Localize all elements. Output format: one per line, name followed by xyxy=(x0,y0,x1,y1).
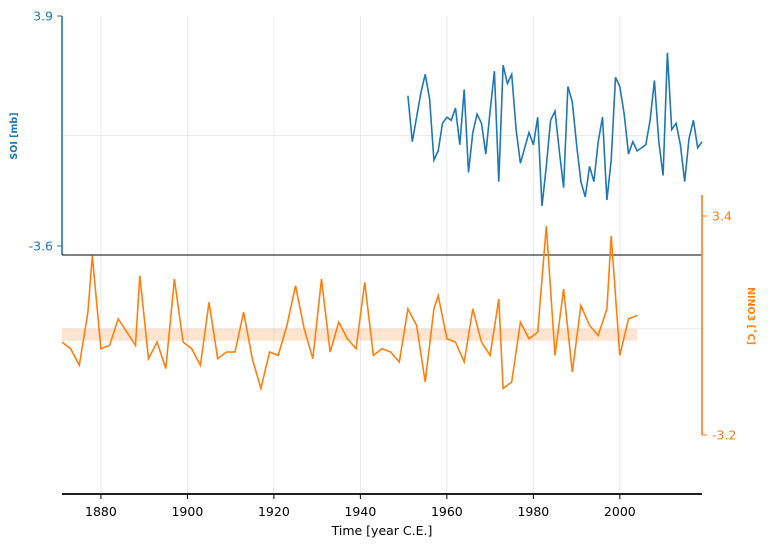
x-tick-label: 1960 xyxy=(431,504,463,519)
nino3-y-axis-label: NINO3 [˚C] xyxy=(745,287,756,345)
nino3-y-tick-label: -3.2 xyxy=(712,428,736,443)
nino3-y-tick-label: 3.4 xyxy=(712,209,732,224)
soi-y-ticks: 3.9 -3.6 xyxy=(29,9,62,254)
soi-y-tick-label: 3.9 xyxy=(33,9,53,24)
soi-y-tick-label: -3.6 xyxy=(29,239,53,254)
x-tick-label: 2000 xyxy=(604,504,636,519)
nino3-series-line xyxy=(61,225,638,392)
soi-series-line xyxy=(407,52,703,207)
x-tick-label: 1940 xyxy=(344,504,376,519)
soi-y-axis-label: SOI [mb] xyxy=(9,112,20,159)
x-tick-label: 1880 xyxy=(85,504,117,519)
x-axis-label: Time [year C.E.] xyxy=(331,523,433,538)
x-ticks: 1880 1900 1920 1940 1960 1980 2000 xyxy=(85,494,636,519)
nino3-baseline-band xyxy=(62,328,638,341)
x-tick-label: 1980 xyxy=(517,504,549,519)
x-tick-label: 1900 xyxy=(171,504,203,519)
nino3-y-ticks: 3.4 -3.2 xyxy=(702,209,736,443)
x-tick-label: 1920 xyxy=(258,504,290,519)
